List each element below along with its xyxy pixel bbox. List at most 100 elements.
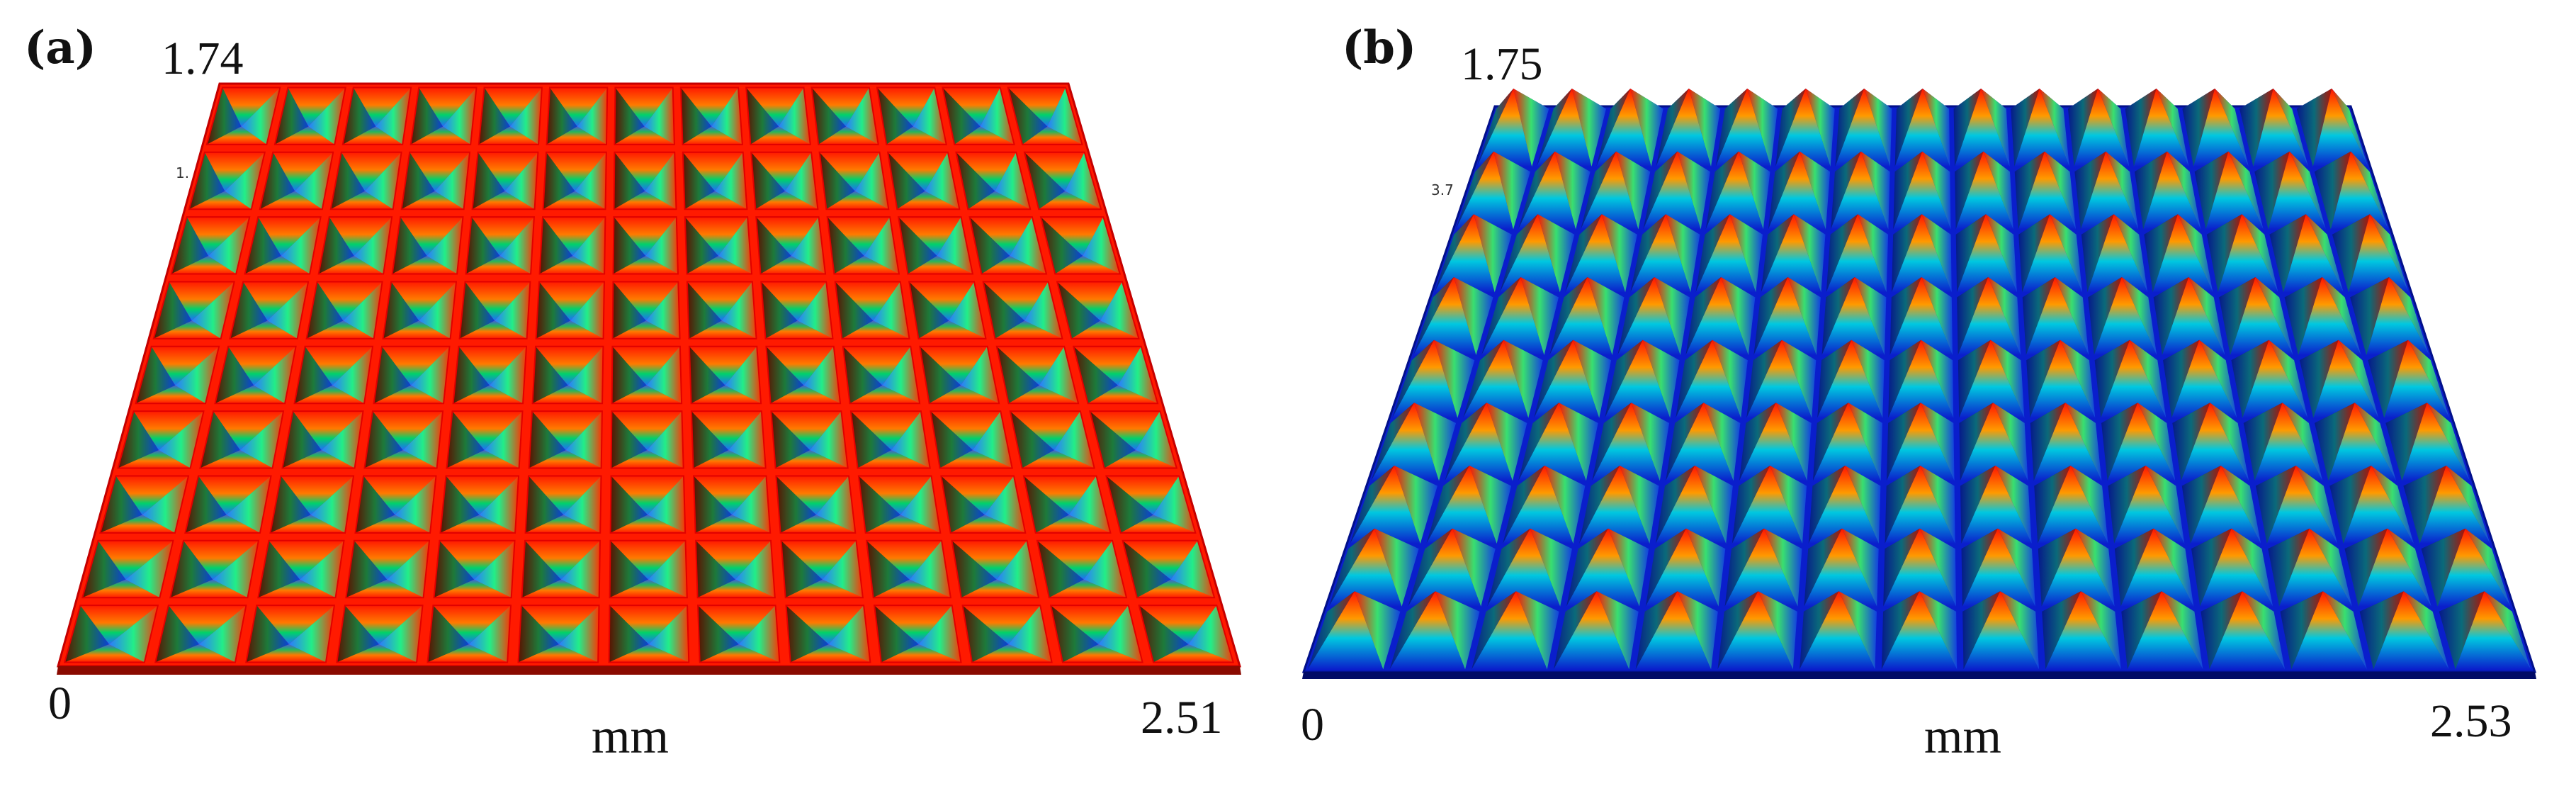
pyramid-cell — [1739, 403, 1812, 481]
pyramid-cell — [2088, 277, 2157, 356]
pyramid-cell — [1892, 214, 1952, 293]
pyramid-cell — [2239, 89, 2309, 167]
pyramid-cell — [1886, 403, 1955, 481]
pit-cell — [1039, 216, 1122, 275]
z-max-label: 1.74 — [162, 33, 244, 84]
pit-cell — [1036, 539, 1128, 599]
pit-cell — [897, 216, 974, 275]
pit-cell — [391, 216, 464, 275]
pit-cell — [857, 475, 942, 534]
pyramid-cell — [1960, 466, 2032, 544]
pit-array-surface — [57, 82, 1242, 675]
pyramid-cell — [1645, 528, 1726, 607]
tiny-tick-label: 1. — [176, 164, 190, 181]
pyramid-cell — [1957, 277, 2021, 356]
pyramid-cell — [2144, 214, 2213, 293]
pit-cell — [317, 216, 393, 275]
pit-cell — [1138, 605, 1235, 663]
pyramid-cell — [1883, 528, 1956, 607]
pyramid-cell — [1962, 591, 2039, 670]
pyramid-cell — [1635, 591, 1718, 670]
pit-cell — [842, 345, 921, 405]
pyramid-cell — [1518, 403, 1598, 481]
pit-cell — [305, 281, 383, 339]
pyramid-cell — [1518, 151, 1591, 230]
pit-cell — [610, 410, 684, 469]
pyramid-cell — [1579, 466, 1659, 544]
pit-cell — [259, 151, 334, 210]
pit-cell — [608, 605, 690, 663]
pyramid-cell — [1888, 339, 1954, 418]
pit-cell — [961, 605, 1053, 663]
pyramid-cell — [2329, 466, 2414, 544]
pyramid-cell — [1445, 403, 1527, 481]
panel-label: (a) — [24, 21, 97, 74]
pyramid-cell — [1392, 339, 1475, 418]
pyramid-cell — [2101, 403, 2176, 481]
pyramid-cell — [2094, 339, 2167, 418]
pit-cell — [770, 410, 849, 469]
pyramid-cell — [2026, 339, 2096, 418]
pyramid-cell — [2350, 277, 2429, 356]
pit-cell — [452, 345, 528, 405]
pit-cell — [373, 345, 451, 405]
x-axis-unit: mm — [592, 709, 669, 764]
pit-cell — [785, 605, 871, 663]
pit-cell — [1056, 281, 1140, 339]
pyramid-cell — [2014, 151, 2076, 230]
pit-cell — [446, 410, 524, 469]
pit-cell — [524, 475, 602, 534]
pyramid-cell — [1808, 466, 1881, 544]
pit-cell — [517, 605, 600, 663]
pit-cell — [1122, 539, 1216, 599]
pit-cell — [345, 539, 431, 599]
pyramid-cell — [1434, 214, 1512, 293]
pyramid-cell — [1961, 528, 2035, 607]
pyramid-cell — [2121, 591, 2203, 670]
pit-cell — [354, 475, 437, 534]
pit-cell — [750, 151, 819, 210]
pit-cell — [826, 216, 900, 275]
pit-cell — [205, 86, 281, 145]
pit-cell — [229, 281, 310, 339]
pit-cell — [99, 475, 190, 534]
pit-cell — [818, 151, 890, 210]
pyramid-cell — [2194, 151, 2264, 230]
pit-cell — [426, 605, 512, 663]
pyramid-cell — [2125, 89, 2189, 167]
pyramid-cell — [1471, 591, 1559, 670]
pyramid-cell — [1894, 89, 1950, 167]
pyramid-cell — [2219, 277, 2293, 356]
x-min-label: 0 — [1301, 699, 1324, 751]
pyramid-cell — [2022, 277, 2089, 356]
pyramid-cell — [2299, 339, 2379, 418]
pit-cell — [1049, 605, 1143, 663]
pyramid-cell — [1955, 151, 2013, 230]
pyramid-cell — [1959, 403, 2028, 481]
pit-cell — [692, 475, 772, 534]
pit-cell — [531, 345, 604, 405]
pyramid-cell — [1500, 214, 1575, 293]
pit-cell — [154, 605, 247, 663]
pyramid-cell — [2011, 89, 2069, 167]
pit-cell — [940, 475, 1027, 534]
pyramid-cell — [2255, 466, 2337, 544]
pyramid-cell — [2081, 214, 2148, 293]
pit-cell — [478, 86, 543, 145]
pit-cell — [686, 281, 757, 339]
pit-cell — [117, 410, 205, 469]
pit-cell — [942, 86, 1015, 145]
x-max-label: 2.51 — [1141, 692, 1223, 743]
pyramid-cell — [1732, 466, 1807, 544]
pyramid-cell — [1534, 339, 1612, 418]
pyramid-cell — [2368, 339, 2450, 418]
pyramid-cell — [1881, 591, 1958, 670]
pit-cell — [982, 281, 1063, 339]
pyramid-cell — [1463, 339, 1543, 418]
pyramid-cell — [2421, 528, 2511, 607]
pyramid-cell — [1328, 528, 1419, 607]
x-axis-unit: mm — [1924, 709, 2001, 764]
pit-cell — [269, 475, 355, 534]
pit-cell — [614, 86, 675, 145]
pyramid-cell — [1655, 466, 1733, 544]
